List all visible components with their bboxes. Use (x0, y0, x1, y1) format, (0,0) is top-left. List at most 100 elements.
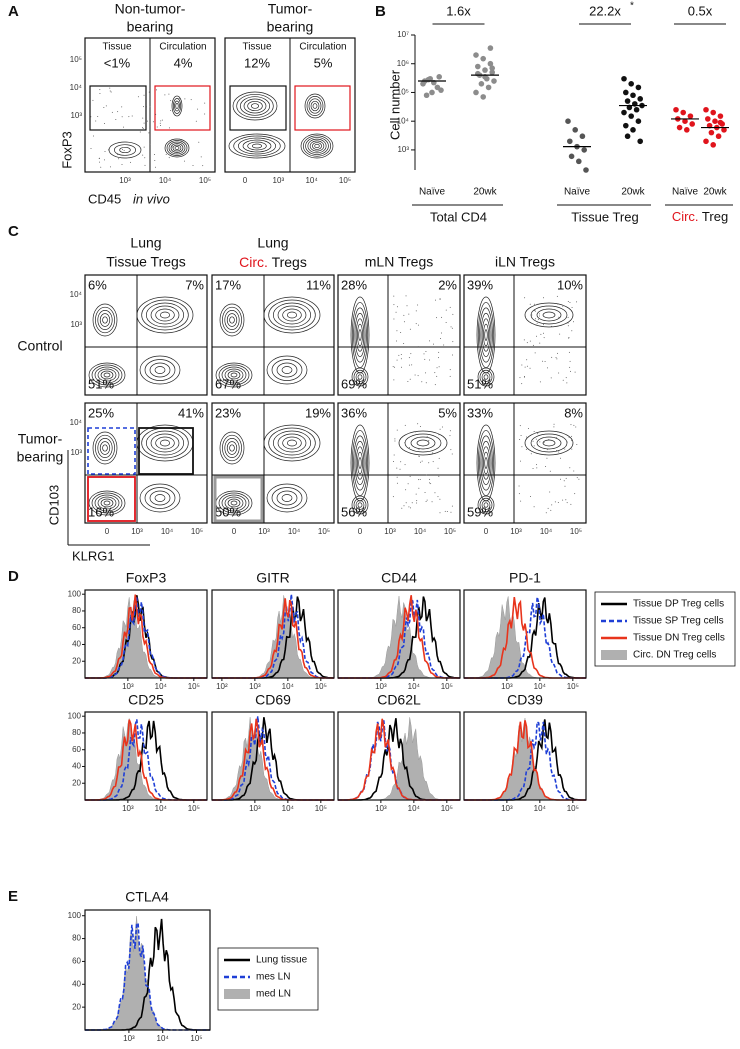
contour (219, 431, 245, 465)
event-dot (121, 106, 123, 108)
event-dot (202, 165, 204, 167)
event-dot (142, 154, 144, 156)
group-label: Total CD4 (430, 209, 487, 224)
event-dot (435, 299, 437, 301)
contour (483, 323, 489, 347)
event-dot (415, 431, 417, 433)
event-dot (425, 372, 427, 374)
x-axis-label: in vivo (133, 191, 170, 206)
x-tick-label: 0 (232, 527, 237, 536)
plot-title: bearing (127, 19, 174, 35)
event-dot (409, 475, 411, 477)
event-dot (409, 378, 411, 380)
contour (99, 313, 111, 327)
event-dot (400, 461, 402, 463)
event-dot (121, 116, 123, 118)
y-tick-label: 10³ (70, 448, 82, 457)
contour (226, 441, 238, 455)
contour (229, 316, 235, 324)
event-dot (571, 448, 573, 450)
event-dot (553, 423, 555, 425)
event-dot (526, 359, 528, 361)
contour (141, 427, 189, 459)
y-tick-label: 40 (72, 762, 81, 771)
x-tick-label: 10⁴ (282, 804, 295, 813)
data-point (673, 106, 679, 113)
gate-label: Circulation (159, 42, 206, 53)
event-dot (143, 122, 145, 124)
event-dot (144, 157, 146, 159)
event-dot (393, 379, 395, 381)
percent: 6% (88, 277, 107, 292)
contour (481, 446, 491, 480)
event-dot (551, 356, 553, 358)
legend-label: Circ. DN Treg cells (633, 650, 716, 661)
contour (355, 446, 365, 480)
column-title: mLN Tregs (365, 254, 433, 270)
event-dot (396, 359, 398, 361)
event-dot (160, 120, 162, 122)
percent: 2% (438, 277, 457, 292)
event-dot (565, 477, 567, 479)
contour (354, 440, 366, 486)
event-dot (425, 382, 427, 384)
contour (477, 495, 495, 515)
event-dot (405, 489, 407, 491)
x-tick-label: 10⁵ (190, 1034, 202, 1043)
plot-title: CD69 (255, 692, 291, 708)
plot-title: CTLA4 (125, 889, 169, 905)
event-dot (98, 157, 100, 159)
event-dot (567, 300, 569, 302)
event-dot (564, 485, 566, 487)
event-dot (574, 493, 576, 495)
contour (481, 500, 491, 510)
contour (477, 302, 495, 368)
contour (172, 98, 182, 114)
event-dot (546, 449, 548, 451)
contour (271, 487, 303, 509)
contour (97, 310, 113, 330)
frame (84, 402, 208, 524)
x-tick-label: 10⁵ (188, 804, 200, 813)
contour (483, 374, 489, 380)
event-dot (437, 496, 439, 498)
contour (271, 359, 303, 381)
contour (312, 103, 318, 109)
event-dot (417, 304, 419, 306)
contour (145, 430, 185, 456)
event-dot (445, 309, 447, 311)
event-dot (395, 311, 397, 313)
contour (170, 143, 184, 153)
contour (357, 323, 363, 347)
gate-label: Tissue (242, 42, 272, 53)
event-dot (526, 436, 528, 438)
event-dot (425, 350, 427, 352)
contour (263, 296, 321, 334)
event-dot (555, 450, 557, 452)
percent: 4% (174, 55, 193, 70)
event-dot (393, 460, 395, 462)
event-dot (411, 502, 413, 504)
percent: 36% (341, 405, 367, 420)
event-dot (437, 452, 439, 454)
event-dot (527, 428, 529, 430)
contour (94, 366, 120, 384)
event-dot (441, 426, 443, 428)
frame (211, 711, 335, 801)
contour (350, 424, 370, 502)
contour (357, 502, 363, 508)
event-dot (161, 119, 163, 121)
contour (312, 142, 322, 150)
event-dot (405, 502, 407, 504)
event-dot (441, 316, 443, 318)
event-dot (434, 372, 436, 374)
contour (174, 146, 180, 150)
data-point (712, 118, 718, 124)
x-tick-label: 10⁴ (414, 527, 427, 536)
histogram-curve (464, 718, 586, 801)
event-dot (418, 479, 420, 481)
contour (229, 444, 235, 452)
contour (353, 369, 367, 385)
event-dot (428, 439, 430, 441)
histogram-curve (338, 718, 460, 801)
